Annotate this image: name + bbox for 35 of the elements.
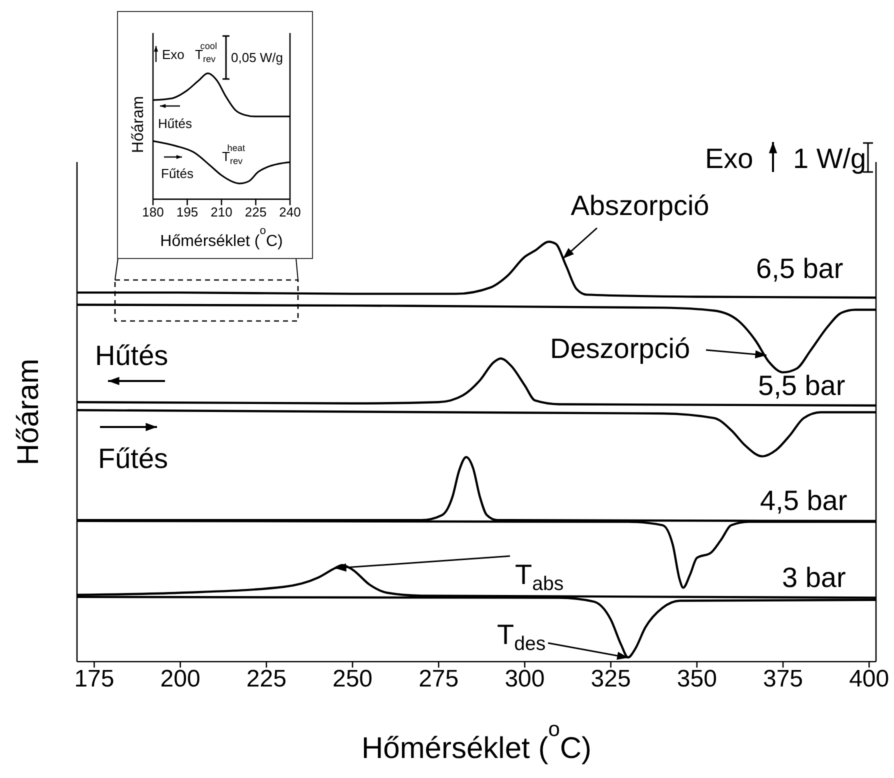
x-tick-label: 275 bbox=[418, 666, 459, 693]
annotation: Fűtés bbox=[98, 442, 168, 474]
x-tick-label: 225 bbox=[244, 204, 267, 220]
x-tick-label: 350 bbox=[676, 666, 717, 693]
text: 1 W/g bbox=[793, 142, 866, 174]
annotation: 4,5 bar bbox=[760, 484, 848, 516]
annotation: 5,5 bar bbox=[758, 370, 846, 400]
text: Exo bbox=[162, 46, 184, 62]
x-tick-label: 195 bbox=[176, 204, 198, 220]
y-axis-title: Hőáram bbox=[12, 358, 44, 466]
x-tick-label: 210 bbox=[210, 204, 232, 220]
x-tick-label: 175 bbox=[74, 666, 114, 693]
annotation: Deszorpció bbox=[550, 332, 690, 364]
x-axis-title: Hőmérséklet ($^{o}$C) bbox=[361, 718, 592, 764]
x-tick-label: 200 bbox=[160, 666, 200, 693]
x-tick-label: 400 bbox=[849, 666, 890, 693]
x-axis-title: Hőmérséklet ($^{o}$C) bbox=[160, 224, 283, 250]
x-tick-label: 225 bbox=[246, 666, 286, 693]
annotation: 6,5 bar bbox=[756, 252, 844, 284]
annotation: T$_{des}$ bbox=[497, 618, 546, 655]
annotation: 3 bar bbox=[782, 562, 846, 592]
y-axis-title: Hőáram bbox=[130, 96, 146, 153]
text: Exo bbox=[705, 142, 754, 174]
x-tick-label: 250 bbox=[332, 666, 373, 693]
annotation: Abszorpció bbox=[570, 190, 710, 220]
annotation: Hűtés bbox=[95, 340, 168, 370]
x-tick-label: 300 bbox=[504, 666, 545, 693]
text: 0,05 W/g bbox=[231, 50, 284, 64]
x-tick-label: 180 bbox=[142, 204, 164, 220]
x-tick-label: 240 bbox=[279, 204, 301, 220]
annotation: Hűtés bbox=[158, 116, 192, 130]
x-tick-label: 325 bbox=[590, 666, 631, 693]
annotation: T$_{abs}$ bbox=[515, 558, 564, 595]
x-tick-label: 375 bbox=[762, 666, 804, 693]
annotation: Fűtés bbox=[161, 166, 194, 180]
